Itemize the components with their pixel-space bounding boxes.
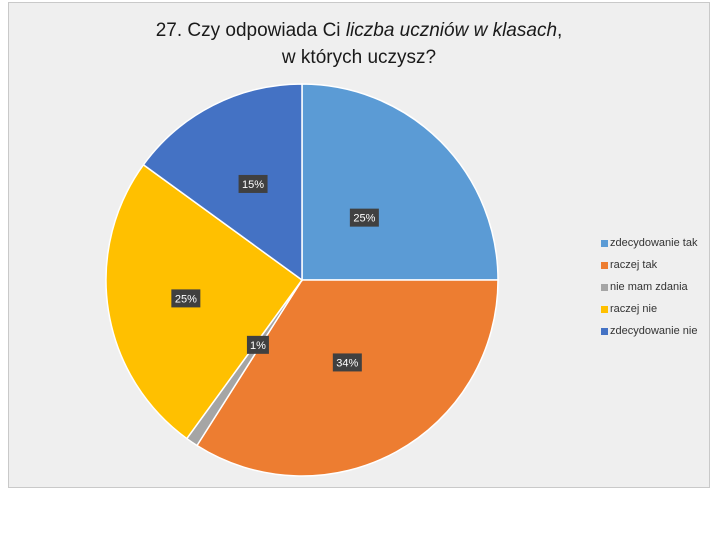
data-label-raczej-tak: 34% bbox=[332, 353, 362, 372]
chart-legend: zdecydowanie tak raczej tak nie mam zdania… bbox=[601, 232, 697, 342]
chart-title-prefix: 27. Czy odpowiada Ci bbox=[155, 20, 346, 41]
chart-title: 27. Czy odpowiada Ci liczba uczniów w kl… bbox=[9, 17, 709, 71]
pie-data-labels: 25% 34% 1% 25% 15% bbox=[171, 174, 379, 372]
legend-item: raczej tak bbox=[601, 254, 697, 276]
data-label-text: 1% bbox=[250, 340, 266, 352]
data-label-box bbox=[246, 335, 269, 354]
data-label-zdecydowanie-nie: 15% bbox=[238, 174, 268, 193]
data-label-text: 15% bbox=[242, 179, 264, 191]
legend-item: nie mam zdania bbox=[601, 276, 697, 298]
data-label-nie-mam-zdania: 1% bbox=[246, 335, 269, 354]
data-label-text: 34% bbox=[336, 357, 358, 369]
chart-title-italic: liczba uczniów w klasach bbox=[345, 20, 558, 41]
pie-slice-zdecydowanie-nie bbox=[142, 83, 303, 282]
legend-label: nie mam zdania bbox=[610, 281, 688, 293]
data-label-zdecydowanie-tak: 25% bbox=[349, 208, 379, 227]
legend-swatch bbox=[601, 261, 608, 269]
data-label-box bbox=[349, 208, 379, 227]
pie-slice-raczej-nie bbox=[105, 163, 304, 440]
data-label-text: 25% bbox=[353, 213, 375, 225]
legend-item: zdecydowanie tak bbox=[601, 232, 697, 254]
data-label-box bbox=[238, 174, 268, 193]
data-label-raczej-nie: 25% bbox=[171, 289, 201, 308]
data-label-box bbox=[332, 353, 362, 372]
data-label-box bbox=[171, 289, 201, 308]
legend-swatch bbox=[601, 327, 608, 335]
legend-label: zdecydowanie tak bbox=[610, 237, 698, 249]
data-label-text: 25% bbox=[175, 293, 197, 305]
legend-swatch bbox=[601, 239, 608, 247]
legend-label: raczej tak bbox=[610, 259, 658, 271]
legend-swatch bbox=[601, 283, 608, 291]
legend-item: zdecydowanie nie bbox=[601, 320, 697, 342]
pie-slices bbox=[105, 83, 499, 477]
legend-item: raczej nie bbox=[601, 298, 697, 320]
legend-swatch bbox=[601, 305, 608, 313]
legend-label: raczej nie bbox=[610, 303, 658, 315]
chart-title-line2: w których uczysz? bbox=[281, 47, 437, 68]
pie-slice-raczej-tak bbox=[195, 279, 499, 477]
pie-slice-zdecydowanie-tak bbox=[301, 83, 499, 281]
legend-label: zdecydowanie nie bbox=[610, 325, 698, 337]
chart-title-suffix: , bbox=[557, 20, 563, 41]
